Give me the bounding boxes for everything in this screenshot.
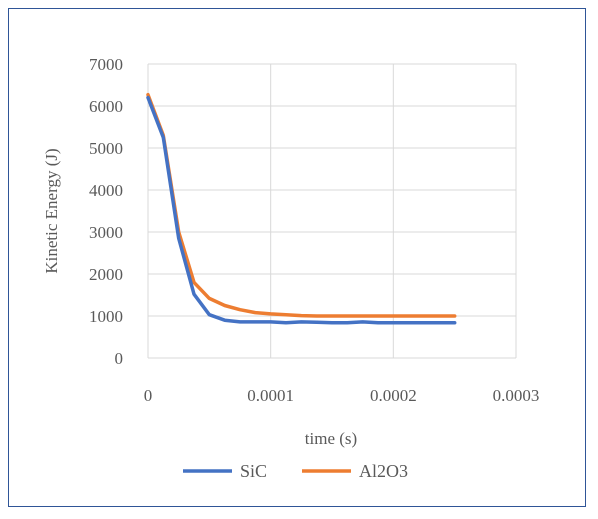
series-line-al2o3 bbox=[146, 92, 457, 318]
y-tick-label: 1000 bbox=[89, 307, 123, 326]
chart-frame bbox=[8, 8, 586, 507]
x-tick-label: 0.0002 bbox=[370, 386, 417, 405]
y-tick-label: 0 bbox=[115, 349, 124, 368]
y-tick-label: 2000 bbox=[89, 265, 123, 284]
series-line-sic bbox=[146, 95, 457, 325]
x-tick-label: 0 bbox=[144, 386, 153, 405]
y-tick-labels: 0 1000 2000 3000 4000 5000 6000 7000 bbox=[89, 55, 123, 368]
y-tick-label: 3000 bbox=[89, 223, 123, 242]
y-tick-label: 7000 bbox=[89, 55, 123, 74]
x-tick-labels: 0 0.0001 0.0002 0.0003 bbox=[144, 386, 540, 405]
y-axis-label: Kinetic Energy (J) bbox=[42, 148, 61, 273]
legend-label-sic: SiC bbox=[240, 461, 267, 481]
legend-label-al2o3: Al2O3 bbox=[359, 461, 408, 481]
y-tick-label: 4000 bbox=[89, 181, 123, 200]
y-tick-label: 6000 bbox=[89, 97, 123, 116]
x-tick-label: 0.0003 bbox=[493, 386, 540, 405]
x-tick-label: 0.0001 bbox=[247, 386, 294, 405]
grid-lines bbox=[147, 63, 517, 359]
y-tick-label: 5000 bbox=[89, 139, 123, 158]
legend: SiC Al2O3 bbox=[183, 461, 408, 481]
x-axis-label: time (s) bbox=[305, 429, 357, 448]
series-lines bbox=[146, 92, 457, 325]
